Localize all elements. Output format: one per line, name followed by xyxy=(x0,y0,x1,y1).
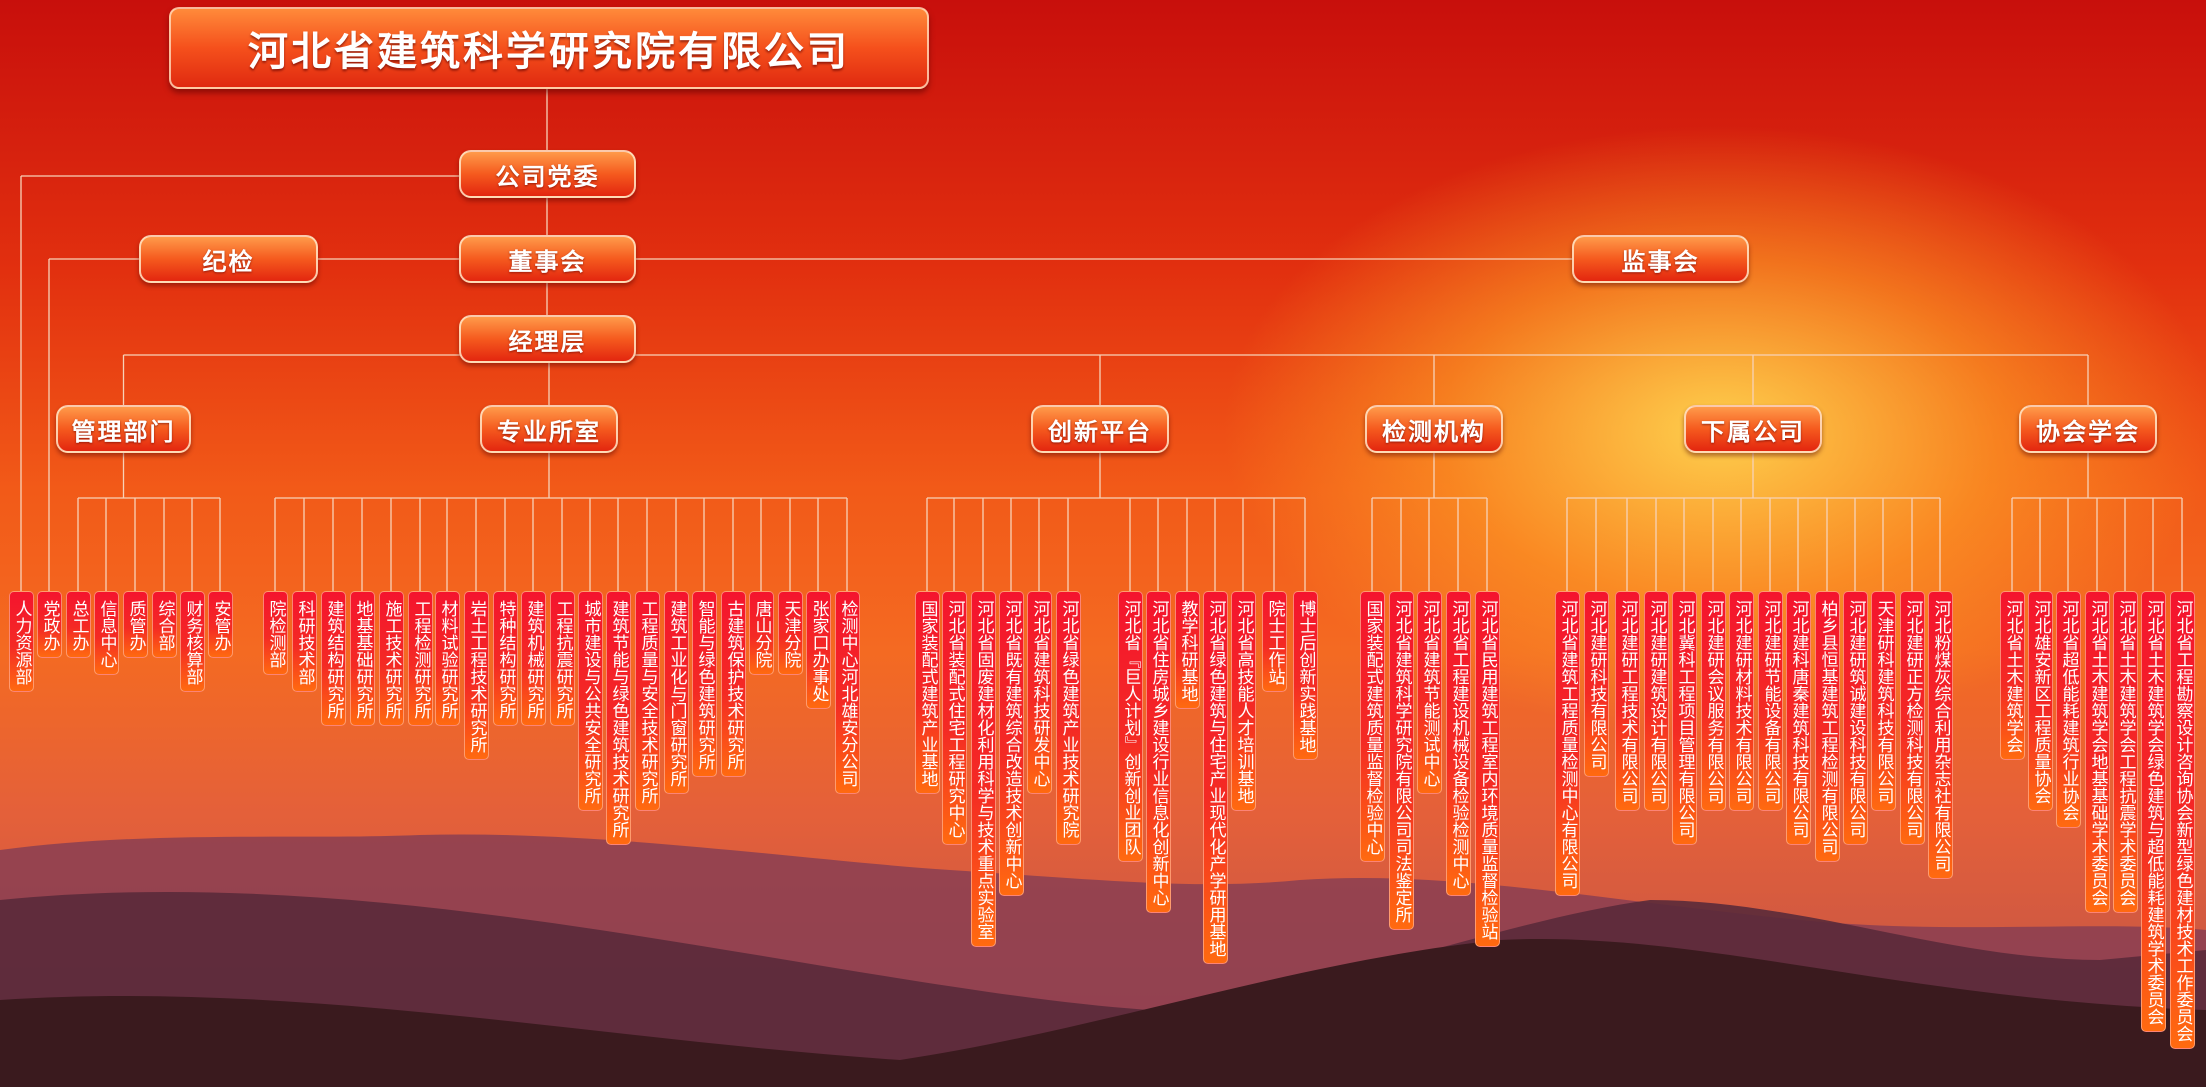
org-unit[interactable]: 河北建研筑诚建设科技有限公司 xyxy=(1842,591,1868,845)
org-unit[interactable]: 河北省建筑科技研发中心 xyxy=(1026,591,1052,794)
group-node[interactable]: 专业所室 xyxy=(480,405,618,453)
org-unit[interactable]: 建筑节能与绿色建筑技术研究所 xyxy=(605,591,631,845)
org-unit[interactable]: 检测中心河北雄安分公司 xyxy=(834,591,860,794)
org-unit[interactable]: 智能与绿色建筑研究所 xyxy=(691,591,717,777)
org-unit[interactable]: 特种结构研究所 xyxy=(492,591,518,726)
org-unit[interactable]: 党政办 xyxy=(36,591,62,658)
org-unit[interactable]: 河北建科唐秦建筑科技有限公司 xyxy=(1785,591,1811,845)
node-management[interactable]: 经理层 xyxy=(459,315,636,363)
group-node[interactable]: 创新平台 xyxy=(1031,405,1169,453)
org-unit[interactable]: 河北建研工程技术有限公司 xyxy=(1614,591,1640,811)
org-unit[interactable]: 河北省土木建筑学会地基基础学术委员会 xyxy=(2084,591,2110,913)
node-supervisors[interactable]: 监事会 xyxy=(1572,235,1749,283)
group-node[interactable]: 下属公司 xyxy=(1684,405,1822,453)
group-node[interactable]: 检测机构 xyxy=(1365,405,1503,453)
org-unit[interactable]: 河北省民用建筑工程室内环境质量监督检验站 xyxy=(1474,591,1500,947)
org-unit[interactable]: 国家装配式建筑质量监督检验中心 xyxy=(1359,591,1385,862)
org-unit[interactable]: 河北省固废建材化利用科学与技术重点实验室 xyxy=(970,591,996,947)
org-unit[interactable]: 地基基础研究所 xyxy=(349,591,375,726)
org-unit[interactable]: 城市建设与公共安全研究所 xyxy=(577,591,603,811)
org-unit[interactable]: 河北省建筑工程质量检测中心有限公司 xyxy=(1554,591,1580,896)
org-unit[interactable]: 财务核算部 xyxy=(179,591,205,692)
org-unit[interactable]: 张家口办事处 xyxy=(805,591,831,709)
org-unit[interactable]: 河北省绿色建筑与住宅产业现代化产学研用基地 xyxy=(1202,591,1228,964)
org-unit[interactable]: 博士后创新实践基地 xyxy=(1292,591,1318,760)
org-unit[interactable]: 总工办 xyxy=(65,591,91,658)
org-unit[interactable]: 建筑机械研究所 xyxy=(520,591,546,726)
org-unit[interactable]: 古建筑保护技术研究所 xyxy=(720,591,746,777)
company-title: 河北省建筑科学研究院有限公司 xyxy=(169,7,929,89)
org-unit[interactable]: 建筑工业化与门窗研究所 xyxy=(663,591,689,794)
org-unit[interactable]: 河北建研正方检测科技有限公司 xyxy=(1899,591,1925,845)
group-node[interactable]: 协会学会 xyxy=(2019,405,2157,453)
org-unit[interactable]: 河北省装配式住宅工程研究中心 xyxy=(941,591,967,845)
org-unit[interactable]: 河北省土木建筑学会 xyxy=(1999,591,2025,760)
org-unit[interactable]: 河北建研会议服务有限公司 xyxy=(1700,591,1726,811)
org-unit[interactable]: 唐山分院 xyxy=(748,591,774,675)
group-node[interactable]: 管理部门 xyxy=(56,405,191,453)
org-unit[interactable]: 河北省建筑节能测试中心 xyxy=(1416,591,1442,794)
org-unit[interactable]: 教学科研基地 xyxy=(1174,591,1200,709)
org-unit[interactable]: 院士工作站 xyxy=(1261,591,1287,692)
org-unit[interactable]: 河北省建筑科学研究院有限公司司法鉴定所 xyxy=(1388,591,1414,930)
org-unit[interactable]: 工程质量与安全技术研究所 xyxy=(634,591,660,811)
org-unit[interactable]: 工程检测研究所 xyxy=(407,591,433,726)
org-unit[interactable]: 信息中心 xyxy=(93,591,119,675)
org-unit[interactable]: 河北省住房城乡建设行业信息化创新中心 xyxy=(1145,591,1171,913)
org-unit[interactable]: 综合部 xyxy=(151,591,177,658)
org-unit[interactable]: 河北省土木建筑学会工程抗震学术委员会 xyxy=(2112,591,2138,913)
org-unit[interactable]: 质管办 xyxy=(122,591,148,658)
org-unit[interactable]: 岩土工程技术研究所 xyxy=(463,591,489,760)
node-board[interactable]: 董事会 xyxy=(459,235,636,283)
org-unit[interactable]: 河北省高技能人才培训基地 xyxy=(1230,591,1256,811)
org-unit[interactable]: 河北省既有建筑综合改造技术创新中心 xyxy=(998,591,1024,896)
org-unit[interactable]: 建筑结构研究所 xyxy=(320,591,346,726)
org-unit[interactable]: 河北雄安新区工程质量协会 xyxy=(2027,591,2053,811)
org-unit[interactable]: 人力资源部 xyxy=(8,591,34,692)
org-unit[interactable]: 材料试验研究所 xyxy=(434,591,460,726)
org-unit[interactable]: 河北省超低能耗建筑行业协会 xyxy=(2055,591,2081,828)
org-unit[interactable]: 国家装配式建筑产业基地 xyxy=(914,591,940,794)
org-unit[interactable]: 河北建研科技有限公司 xyxy=(1583,591,1609,777)
org-unit[interactable]: 工程抗震研究所 xyxy=(549,591,575,726)
org-unit[interactable]: 院检测部 xyxy=(262,591,288,675)
org-unit[interactable]: 天津研科建筑科技有限公司 xyxy=(1870,591,1896,811)
org-unit[interactable]: 安管办 xyxy=(207,591,233,658)
node-discipline[interactable]: 纪检 xyxy=(139,235,318,283)
org-unit[interactable]: 河北建研节能设备有限公司 xyxy=(1757,591,1783,811)
org-unit[interactable]: 河北省土木建筑学会绿色建筑与超低能耗建筑学术委员会 xyxy=(2140,591,2166,1032)
org-unit[interactable]: 柏乡县恒基建筑工程检测有限公司 xyxy=(1814,591,1840,862)
org-unit[interactable]: 河北冀科工程项目管理有限公司 xyxy=(1671,591,1697,845)
org-unit[interactable]: 施工技术研究所 xyxy=(378,591,404,726)
org-unit[interactable]: 河北建研材料技术有限公司 xyxy=(1728,591,1754,811)
org-unit[interactable]: 河北省绿色建筑产业技术研究院 xyxy=(1055,591,1081,845)
org-unit[interactable]: 河北省『巨人计划』创新创业团队 xyxy=(1117,591,1143,862)
org-unit[interactable]: 科研技术部 xyxy=(291,591,317,692)
org-unit[interactable]: 河北建研建筑设计有限公司 xyxy=(1643,591,1669,811)
org-unit[interactable]: 河北省工程建设机械设备检验检测中心 xyxy=(1445,591,1471,896)
org-unit[interactable]: 天津分院 xyxy=(777,591,803,675)
org-unit[interactable]: 河北粉煤灰综合利用杂志社有限公司 xyxy=(1927,591,1953,879)
node-party-committee[interactable]: 公司党委 xyxy=(459,150,636,198)
org-unit[interactable]: 河北省工程勘察设计咨询协会新型绿色建材技术工作委员会 xyxy=(2169,591,2195,1049)
